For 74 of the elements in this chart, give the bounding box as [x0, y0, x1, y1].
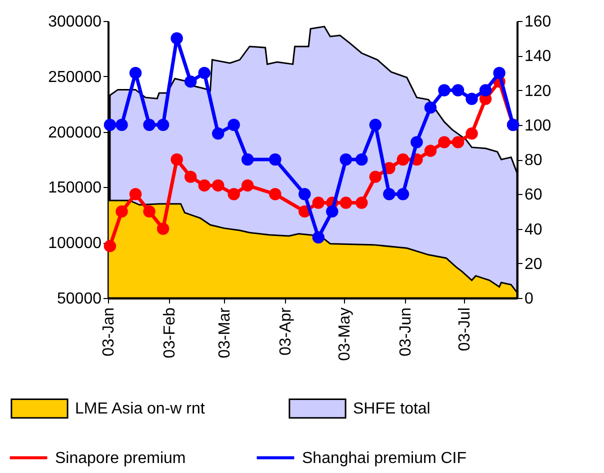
x-tick-label: 03-Apr: [277, 306, 294, 356]
point: [129, 66, 142, 80]
point: [424, 101, 437, 114]
point: [156, 222, 170, 235]
y2-tick-label: 0: [524, 290, 534, 308]
point: [104, 118, 116, 131]
point: [170, 153, 183, 166]
point: [228, 188, 240, 200]
point: [170, 32, 183, 44]
point: [198, 66, 210, 80]
point: [356, 196, 368, 209]
y-tick-label: 250000: [48, 68, 102, 86]
point: [356, 153, 368, 166]
y-tick-label: 50000: [57, 290, 102, 308]
y2-tick-label: 160: [524, 14, 552, 30]
point: [466, 127, 478, 140]
point: [396, 188, 410, 200]
point: [212, 179, 224, 192]
point: [143, 205, 156, 218]
point: [452, 136, 464, 148]
point: [143, 118, 156, 131]
legend-label: SHFE total: [353, 400, 430, 418]
point: [326, 205, 338, 218]
point: [228, 118, 240, 131]
point: [340, 153, 352, 166]
point: [493, 66, 506, 80]
point: [438, 136, 450, 148]
y-tick-label: 200000: [48, 124, 102, 142]
point: [369, 170, 382, 183]
point: [410, 136, 423, 148]
point: [369, 118, 382, 131]
y2-tick-label: 80: [524, 152, 542, 169]
point: [396, 153, 410, 166]
point: [438, 84, 450, 96]
x-tick-label: 03-Jul: [456, 308, 474, 352]
point: [184, 75, 197, 88]
point: [129, 188, 142, 200]
legend-label: Shanghai premium CIF: [302, 450, 467, 467]
point: [184, 170, 197, 183]
legend-label: LME Asia on-w rnt: [75, 400, 206, 418]
point: [312, 231, 325, 244]
point: [340, 196, 352, 209]
point: [312, 196, 325, 209]
y2-tick-label: 120: [524, 82, 552, 100]
point: [479, 84, 492, 96]
legend-label: Sinapore premium: [55, 450, 186, 467]
y-tick-label: 300000: [48, 14, 102, 30]
y-tick-label: 100000: [48, 235, 102, 252]
point: [104, 240, 116, 252]
x-tick-label: 03-Mar: [216, 306, 234, 358]
x-tick-label: 03-Jun: [397, 308, 414, 356]
x-tick-label: 03-May: [336, 308, 354, 361]
point: [241, 153, 254, 166]
point: [383, 188, 396, 200]
point: [452, 84, 464, 96]
y2-tick-label: 60: [524, 186, 542, 204]
y2-tick-label: 20: [524, 256, 542, 273]
point: [298, 188, 311, 200]
point: [269, 188, 282, 200]
y-tick-label: 150000: [48, 180, 102, 197]
point: [466, 92, 478, 106]
y2-tick-label: 100: [524, 117, 552, 134]
x-tick-label: 03-Feb: [161, 307, 178, 358]
y2-tick-label: 40: [524, 221, 542, 238]
point: [198, 179, 210, 192]
point: [156, 118, 170, 131]
point: [212, 127, 224, 140]
y2-tick-label: 140: [524, 48, 552, 66]
point: [241, 179, 254, 192]
point: [116, 205, 128, 218]
point: [116, 118, 128, 131]
point: [424, 144, 437, 157]
x-tick-label: 03-Jan: [100, 308, 118, 356]
point: [269, 153, 282, 166]
